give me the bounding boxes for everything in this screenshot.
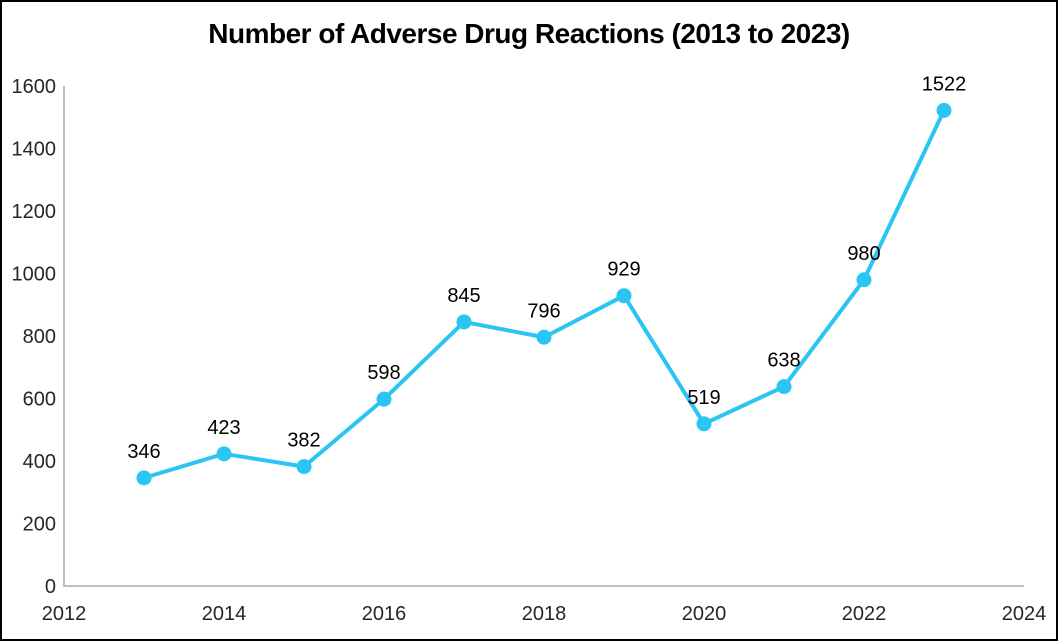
data-point-marker — [456, 314, 472, 330]
data-point-marker — [936, 102, 952, 118]
x-tick-label: 2012 — [42, 603, 87, 625]
series-line — [142, 108, 946, 480]
y-tick-label: 1400 — [12, 139, 57, 161]
data-point-label: 423 — [207, 417, 240, 439]
data-point-label: 796 — [527, 300, 560, 322]
data-point-marker — [696, 416, 712, 432]
x-tick-label: 2016 — [362, 603, 407, 625]
data-point-label: 929 — [607, 259, 640, 281]
data-point-label: 598 — [367, 362, 400, 384]
data-point-label: 382 — [287, 430, 320, 452]
data-point-marker — [856, 272, 872, 288]
data-point-marker — [376, 391, 392, 407]
data-point-label: 1522 — [922, 73, 967, 95]
y-tick-label: 400 — [23, 451, 56, 473]
y-tick-label: 600 — [23, 389, 56, 411]
x-tick-label: 2014 — [202, 603, 247, 625]
data-point-marker — [216, 446, 232, 462]
data-point-label: 980 — [847, 243, 880, 265]
data-point-marker — [296, 459, 312, 475]
y-tick-label: 1200 — [12, 201, 57, 223]
data-point-label: 845 — [447, 285, 480, 307]
y-tick-label: 200 — [23, 514, 56, 536]
data-point-marker — [136, 470, 152, 486]
y-tick-label: 0 — [45, 576, 56, 598]
chart-title: Number of Adverse Drug Reactions (2013 t… — [208, 18, 850, 49]
y-tick-label: 800 — [23, 326, 56, 348]
data-point-marker — [776, 379, 792, 395]
data-point-marker — [536, 329, 552, 345]
data-point-marker — [616, 288, 632, 304]
y-tick-label: 1600 — [12, 76, 57, 98]
x-tick-label: 2018 — [522, 603, 567, 625]
data-point-label: 519 — [687, 387, 720, 409]
x-tick-label: 2020 — [682, 603, 727, 625]
x-tick-label: 2024 — [1002, 603, 1047, 625]
data-point-label: 346 — [127, 441, 160, 463]
data-point-label: 638 — [767, 350, 800, 372]
x-tick-label: 2022 — [842, 603, 887, 625]
y-tick-label: 1000 — [12, 264, 57, 286]
